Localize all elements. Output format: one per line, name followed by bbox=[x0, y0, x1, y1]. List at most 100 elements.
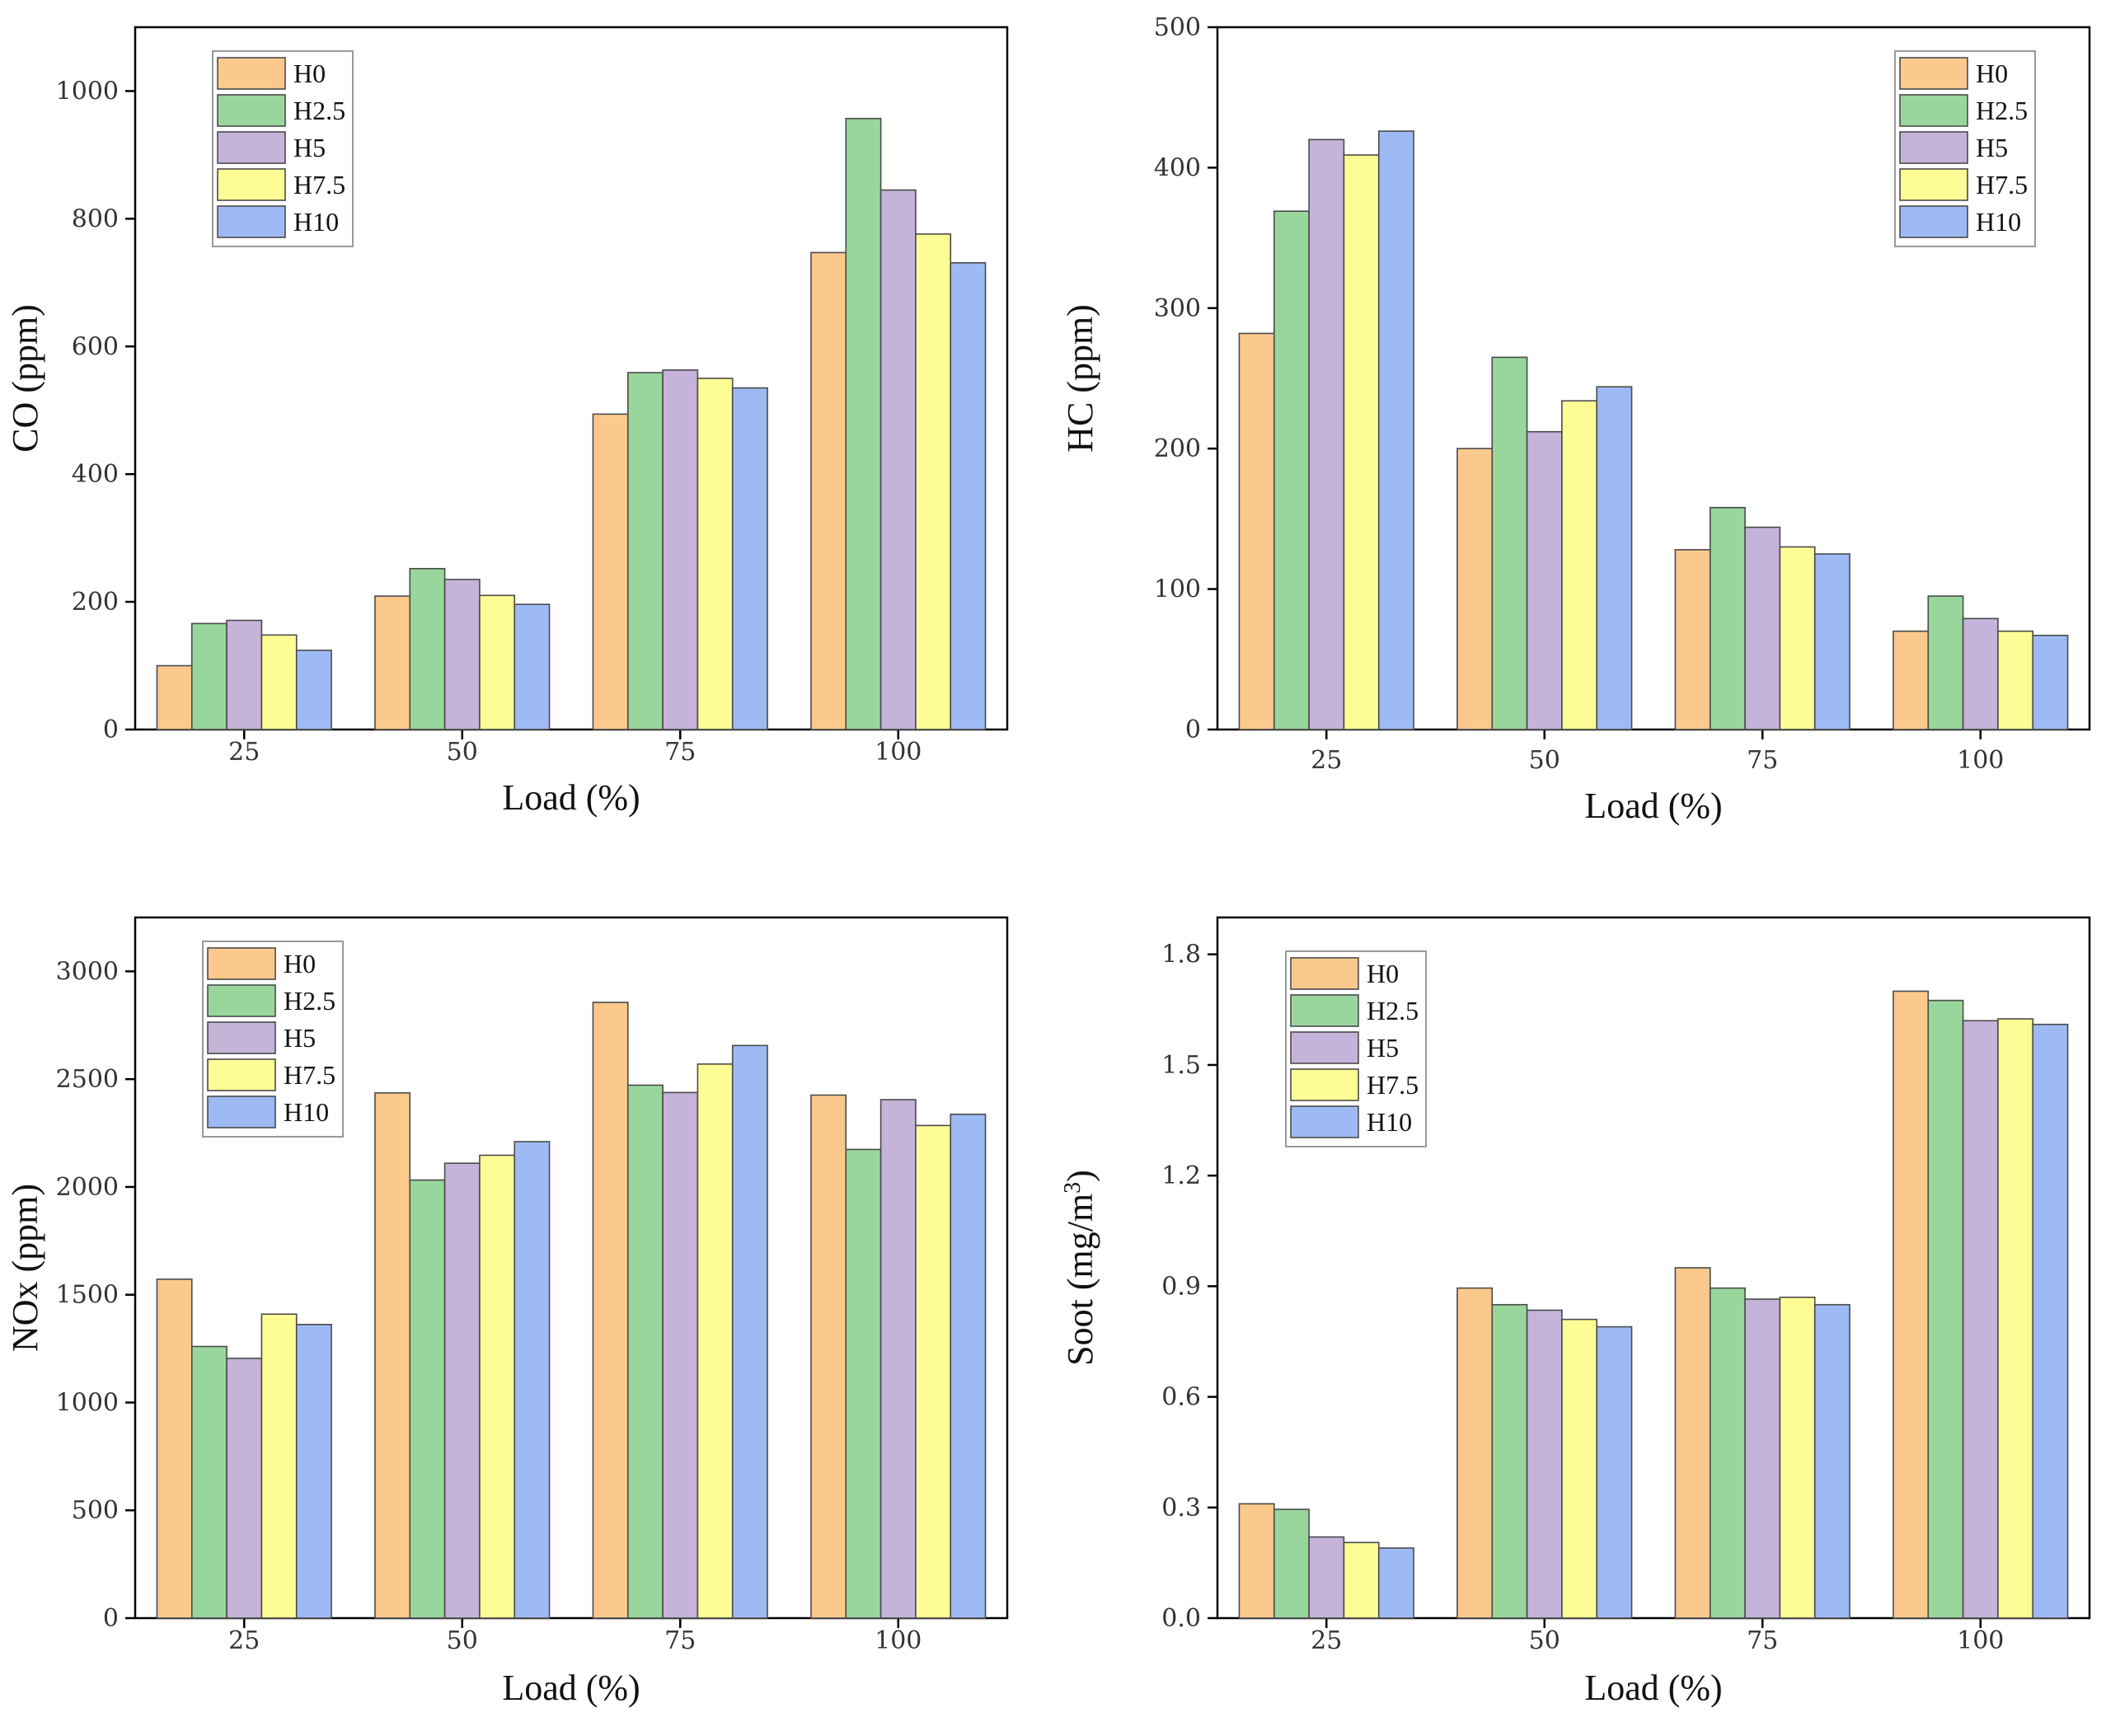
legend-label: H7.5 bbox=[1976, 170, 2028, 199]
legend-swatch bbox=[1899, 168, 1968, 201]
bar-h5-100 bbox=[879, 1099, 917, 1619]
hc-chart: 0 100 200 300 400 500 25 50 75 100 Load (%) HC (ppm… bbox=[1060, 13, 2091, 826]
bar-h5-75 bbox=[662, 369, 699, 730]
bar-h2_5-100 bbox=[845, 1148, 882, 1619]
legend-swatch bbox=[207, 947, 276, 980]
x-tick-label: 50 bbox=[447, 738, 478, 767]
y-axis-title: CO (ppm) bbox=[5, 304, 45, 453]
bar-h7_5-25 bbox=[260, 634, 298, 730]
y-axis-title-suffix: ) bbox=[1060, 1170, 1100, 1182]
legend-label: H2.5 bbox=[293, 96, 345, 125]
co-chart: 0 200 400 600 800 1000 25 50 75 100 Load (%) CO (pp… bbox=[5, 26, 1009, 818]
bar-h2_5-50 bbox=[409, 1179, 446, 1619]
y-tick-label: 200 bbox=[1154, 434, 1201, 463]
x-axis-title: Load (%) bbox=[1584, 1668, 1722, 1708]
y-tick-label: 0.6 bbox=[1161, 1383, 1201, 1412]
x-tick-label: 75 bbox=[1747, 1626, 1778, 1655]
legend-label: H2.5 bbox=[284, 986, 335, 1016]
bar-h7_5-100 bbox=[915, 1124, 952, 1619]
bar-h7_5-100 bbox=[915, 233, 952, 730]
legend-label: H0 bbox=[293, 59, 326, 88]
y-tick-label: 1.5 bbox=[1161, 1051, 1201, 1080]
bar-h10-75 bbox=[731, 387, 768, 730]
bar-h5-75 bbox=[662, 1091, 699, 1619]
x-tick-label: 25 bbox=[228, 738, 260, 767]
bar-h5-75 bbox=[1744, 1298, 1781, 1619]
bar-h5-25 bbox=[1308, 1536, 1345, 1619]
bar-h5-25 bbox=[226, 1358, 263, 1619]
y-axis-title: HC (ppm) bbox=[1060, 304, 1100, 453]
y-tick-label: 1000 bbox=[56, 77, 119, 106]
bar-h10-100 bbox=[950, 1113, 987, 1619]
bar-h10-50 bbox=[514, 603, 551, 730]
y-tick-label: 0.3 bbox=[1161, 1494, 1201, 1523]
bar-h7_5-75 bbox=[1779, 1296, 1816, 1619]
y-tick-label: 800 bbox=[72, 204, 119, 233]
y-tick-label: 400 bbox=[72, 460, 119, 489]
y-tick-label: 100 bbox=[1154, 575, 1201, 604]
legend-swatch bbox=[1899, 94, 1968, 127]
bar-h5-100 bbox=[1962, 617, 1999, 730]
bar-h0-50 bbox=[1456, 1287, 1494, 1619]
bar-h0-75 bbox=[592, 413, 629, 730]
bar-h7_5-75 bbox=[1779, 546, 1816, 730]
bar-h5-50 bbox=[1526, 1309, 1563, 1619]
legend-swatch bbox=[217, 94, 286, 127]
y-tick-label: 500 bbox=[1154, 13, 1201, 42]
bar-h0-100 bbox=[810, 1094, 847, 1619]
bar-h7_5-25 bbox=[1343, 1541, 1380, 1619]
legend: H0 H2.5 H5 H7.5 H10 bbox=[212, 50, 354, 247]
bar-h7_5-100 bbox=[1997, 1018, 2034, 1619]
bar-h7_5-50 bbox=[1561, 400, 1598, 730]
bar-h10-100 bbox=[2032, 1023, 2069, 1619]
legend-swatch bbox=[207, 1096, 276, 1128]
legend-label: H0 bbox=[1976, 59, 2008, 88]
bar-h0-50 bbox=[374, 595, 411, 730]
bar-h2_5-25 bbox=[190, 1345, 227, 1619]
bar-h10-50 bbox=[1596, 1325, 1633, 1619]
legend: H0 H2.5 H5 H7.5 H10 bbox=[1285, 950, 1427, 1147]
legend-swatch bbox=[1290, 957, 1359, 990]
x-tick-label: 75 bbox=[664, 738, 696, 767]
x-axis-title: Load (%) bbox=[1584, 786, 1722, 826]
bar-h7_5-25 bbox=[1343, 154, 1380, 730]
bar-h2_5-75 bbox=[626, 372, 664, 730]
bar-h5-50 bbox=[1526, 430, 1563, 730]
y-tick-label: 500 bbox=[72, 1496, 119, 1525]
y-tick-label: 3000 bbox=[56, 957, 119, 986]
bar-h2_5-100 bbox=[1927, 999, 1964, 1619]
legend-label: H2.5 bbox=[1367, 996, 1419, 1025]
x-tick-label: 50 bbox=[1529, 746, 1560, 775]
legend-swatch bbox=[207, 1058, 276, 1091]
legend-label: H7.5 bbox=[1367, 1070, 1419, 1100]
legend-label: H0 bbox=[1367, 959, 1399, 988]
nox-chart: 0 500 1000 1500 2000 2500 3000 25 50 75 100 Load (%… bbox=[5, 916, 1009, 1708]
y-tick-label: 1000 bbox=[56, 1388, 119, 1417]
legend-label: H10 bbox=[1976, 207, 2021, 237]
legend-swatch bbox=[217, 57, 286, 90]
legend-swatch bbox=[217, 205, 286, 238]
bar-h0-25 bbox=[156, 1279, 193, 1619]
x-tick-label: 100 bbox=[875, 1626, 922, 1655]
soot-plot-frame bbox=[1216, 916, 2091, 1620]
y-tick-label: 400 bbox=[1154, 153, 1201, 182]
y-tick-label: 2500 bbox=[56, 1065, 119, 1094]
x-tick-label: 75 bbox=[1747, 746, 1778, 775]
x-tick-label: 25 bbox=[228, 1626, 260, 1655]
bar-h10-100 bbox=[2032, 635, 2069, 730]
bar-h0-50 bbox=[1456, 448, 1494, 730]
bar-h10-75 bbox=[1813, 553, 1850, 730]
y-tick-label: 0.9 bbox=[1161, 1272, 1201, 1301]
bar-h5-50 bbox=[443, 1162, 481, 1619]
x-tick-label: 100 bbox=[1957, 746, 2004, 775]
bar-h7_5-50 bbox=[479, 1154, 516, 1619]
legend-swatch bbox=[1899, 131, 1968, 164]
bar-h7_5-25 bbox=[260, 1313, 298, 1619]
bar-h2_5-50 bbox=[1491, 1303, 1528, 1619]
bar-h0-100 bbox=[1893, 630, 1930, 730]
x-axis-title: Load (%) bbox=[502, 777, 640, 818]
y-tick-label: 300 bbox=[1154, 294, 1201, 323]
bar-h2_5-75 bbox=[1709, 1287, 1746, 1619]
bar-h10-100 bbox=[950, 262, 987, 730]
y-axis-title: NOx (ppm) bbox=[5, 1184, 45, 1352]
